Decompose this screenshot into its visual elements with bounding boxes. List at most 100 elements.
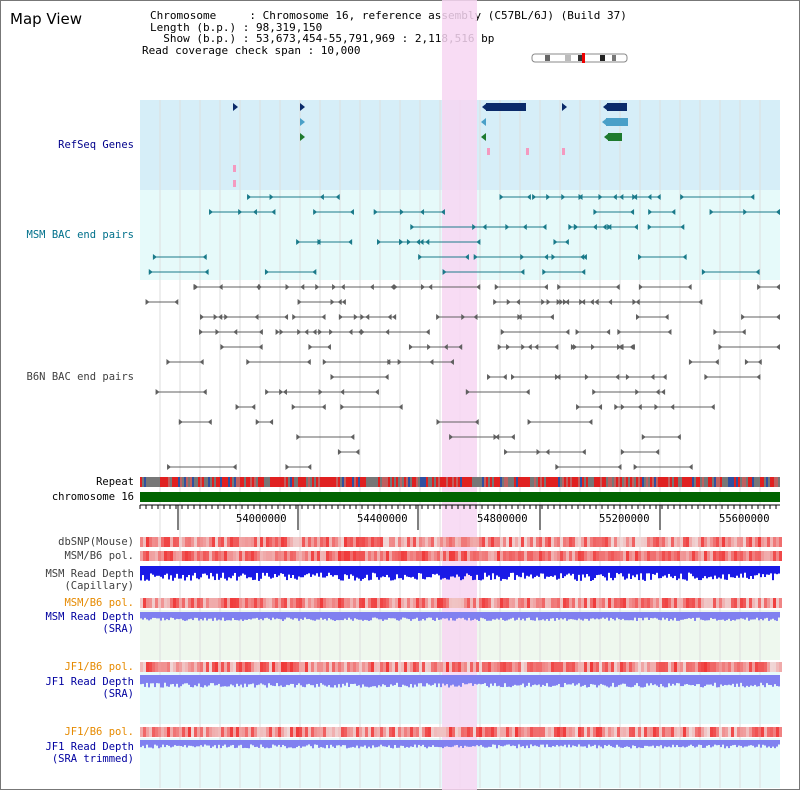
polymorphism-mark — [629, 662, 632, 672]
polymorphism-mark — [725, 551, 728, 561]
polymorphism-mark — [188, 598, 191, 608]
polymorphism-mark — [305, 551, 308, 561]
polymorphism-mark — [701, 598, 704, 608]
repeat-mark — [684, 477, 686, 487]
read-depth-bar — [536, 675, 538, 686]
read-depth-bar — [648, 612, 650, 620]
read-depth-bar — [752, 612, 754, 620]
polymorphism-mark — [752, 537, 755, 547]
polymorphism-mark — [203, 598, 206, 608]
polymorphism-mark — [749, 537, 752, 547]
read-depth-bar — [770, 566, 772, 574]
read-depth-bar — [308, 566, 310, 574]
polymorphism-mark — [323, 662, 326, 672]
read-depth-bar — [508, 612, 510, 620]
repeat-mark — [318, 477, 320, 487]
read-depth-bar — [596, 566, 598, 576]
polymorphism-mark — [761, 727, 764, 737]
read-depth-bar — [426, 740, 428, 749]
polymorphism-mark — [626, 727, 629, 737]
polymorphism-mark — [548, 598, 551, 608]
read-depth-bar — [170, 566, 172, 576]
read-depth-bar — [184, 566, 186, 581]
polymorphism-mark — [767, 537, 770, 547]
read-depth-bar — [676, 612, 678, 621]
polymorphism-mark — [431, 598, 434, 608]
read-depth-bar — [436, 566, 438, 574]
read-depth-bar — [150, 612, 152, 620]
read-depth-bar — [252, 675, 254, 684]
polymorphism-mark — [506, 662, 509, 672]
read-depth-bar — [148, 675, 150, 688]
polymorphism-mark — [431, 537, 434, 547]
polymorphism-mark — [692, 727, 695, 737]
read-depth-bar — [700, 675, 702, 688]
read-depth-bar — [204, 675, 206, 686]
read-depth-bar — [646, 675, 648, 684]
bac-end — [493, 299, 498, 305]
read-depth-bar — [246, 675, 248, 687]
read-depth-bar — [498, 612, 500, 620]
repeat-mark — [252, 477, 254, 487]
polymorphism-mark — [233, 537, 236, 547]
polymorphism-mark — [647, 727, 650, 737]
repeat-mark — [544, 477, 546, 487]
polymorphism-mark — [779, 537, 782, 547]
read-depth-bar — [352, 675, 354, 685]
polymorphism-mark — [473, 551, 476, 561]
polymorphism-mark — [383, 537, 386, 547]
bac-end — [436, 314, 441, 320]
polymorphism-mark — [593, 662, 596, 672]
polymorphism-mark — [497, 537, 500, 547]
polymorphism-mark — [263, 537, 266, 547]
read-depth-bar — [226, 675, 228, 687]
polymorphism-mark — [425, 551, 428, 561]
bac-end — [397, 359, 402, 365]
polymorphism-mark — [278, 727, 281, 737]
read-depth-bar — [218, 566, 220, 580]
read-depth-bar — [398, 740, 400, 748]
read-depth-bar — [398, 612, 400, 621]
read-depth-bar — [766, 740, 768, 748]
read-depth-bar — [616, 566, 618, 573]
polymorphism-mark — [317, 551, 320, 561]
gene-mark — [526, 148, 529, 155]
bac-end — [776, 284, 780, 290]
read-depth-bar — [372, 566, 374, 573]
polymorphism-mark — [521, 551, 524, 561]
polymorphism-mark — [143, 537, 146, 547]
polymorphism-mark — [377, 598, 380, 608]
polymorphism-mark — [182, 598, 185, 608]
read-depth-bar — [604, 675, 606, 686]
read-depth-bar — [500, 566, 502, 581]
polymorphism-mark — [221, 537, 224, 547]
read-depth-bar — [250, 566, 252, 578]
bac-end — [582, 254, 587, 260]
view-title: Map View — [10, 10, 83, 28]
read-depth-bar — [474, 740, 476, 747]
read-depth-bar — [646, 612, 648, 618]
polymorphism-mark — [263, 598, 266, 608]
read-depth-bar — [278, 612, 280, 619]
polymorphism-mark — [377, 537, 380, 547]
read-depth-bar — [664, 566, 666, 576]
repeat-mark — [534, 477, 536, 487]
read-depth-bar — [180, 566, 182, 579]
repeat-mark — [440, 477, 442, 487]
bac-end — [578, 194, 583, 200]
read-depth-bar — [598, 612, 600, 620]
read-depth-bar — [690, 675, 692, 686]
read-depth-bar — [630, 740, 632, 749]
read-depth-bar — [144, 675, 146, 687]
read-depth-bar — [156, 612, 158, 619]
gene-mark — [233, 180, 236, 187]
polymorphism-mark — [524, 598, 527, 608]
polymorphism-mark — [671, 551, 674, 561]
polymorphism-mark — [413, 727, 416, 737]
polymorphism-mark — [500, 551, 503, 561]
repeat-mark — [694, 477, 696, 487]
read-depth-bar — [528, 740, 530, 749]
polymorphism-mark — [143, 598, 146, 608]
read-depth-bar — [194, 612, 196, 618]
